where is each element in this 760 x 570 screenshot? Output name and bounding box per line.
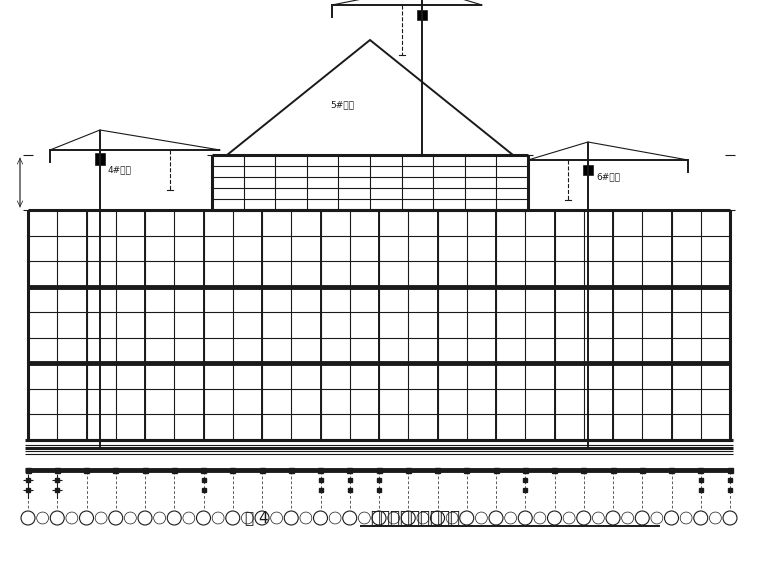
Bar xyxy=(377,488,381,492)
Bar xyxy=(318,488,322,492)
Bar xyxy=(113,468,119,473)
Bar xyxy=(201,468,206,473)
Bar xyxy=(728,488,732,492)
Bar xyxy=(610,468,616,473)
Bar xyxy=(552,468,557,473)
Bar xyxy=(84,468,89,473)
Bar xyxy=(347,468,352,473)
Bar xyxy=(26,478,30,482)
Bar xyxy=(377,478,381,482)
Bar xyxy=(55,488,59,492)
Bar xyxy=(406,468,410,473)
Bar xyxy=(95,153,105,165)
Bar xyxy=(259,468,264,473)
Text: 测量内控制点剖面图: 测量内控制点剖面图 xyxy=(370,509,460,527)
Bar xyxy=(523,468,527,473)
Bar xyxy=(318,478,322,482)
Bar xyxy=(143,468,147,473)
Bar xyxy=(728,478,732,482)
Bar xyxy=(640,468,644,473)
Bar xyxy=(669,468,674,473)
Bar xyxy=(523,478,527,482)
Bar xyxy=(26,468,30,473)
Text: 5#塔吉: 5#塔吉 xyxy=(330,100,354,109)
Bar xyxy=(376,468,382,473)
Bar xyxy=(55,478,59,482)
Bar xyxy=(348,488,352,492)
Bar xyxy=(55,468,60,473)
Bar xyxy=(201,478,205,482)
Bar xyxy=(201,488,205,492)
Bar xyxy=(581,468,586,473)
Text: 图 4: 图 4 xyxy=(245,511,268,526)
Bar xyxy=(289,468,294,473)
Bar xyxy=(435,468,440,473)
Bar xyxy=(493,468,499,473)
Text: 4#塔吉: 4#塔吉 xyxy=(108,165,132,174)
Bar xyxy=(727,468,733,473)
Bar xyxy=(348,478,352,482)
Bar xyxy=(698,478,703,482)
Bar xyxy=(698,468,703,473)
Bar xyxy=(523,488,527,492)
Bar xyxy=(464,468,469,473)
Bar xyxy=(417,10,427,20)
Bar xyxy=(172,468,177,473)
Bar xyxy=(583,165,593,175)
Bar xyxy=(230,468,236,473)
Bar xyxy=(26,488,30,492)
Bar xyxy=(698,488,703,492)
Bar xyxy=(318,468,323,473)
Text: 6#塔呙: 6#塔呙 xyxy=(596,172,620,181)
